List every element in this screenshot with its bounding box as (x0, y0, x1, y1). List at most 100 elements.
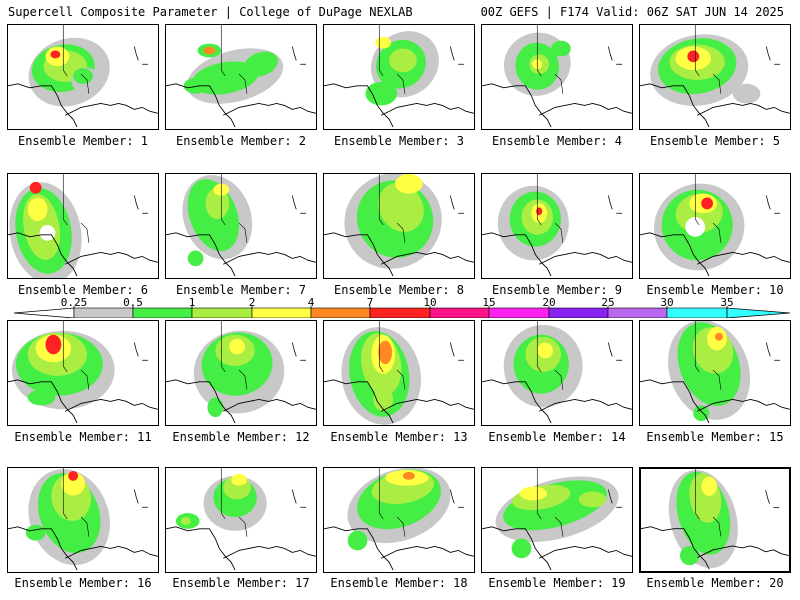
member-map-svg (324, 468, 474, 571)
scp-contour-green (25, 524, 46, 541)
scp-contour-green (183, 77, 208, 94)
lake-outline (607, 342, 623, 361)
scp-contour-gray (732, 83, 761, 104)
colorbar-segment (191, 307, 253, 318)
ensemble-member-map-13[interactable] (323, 320, 475, 426)
scp-contour-yellow (61, 471, 85, 496)
coastline (324, 83, 474, 128)
colorbar-segment (310, 307, 371, 318)
scp-contour-yellow (519, 486, 548, 501)
member-map-svg (324, 321, 474, 425)
ensemble-member-map-6[interactable] (7, 173, 159, 279)
scp-contour-yellow (375, 36, 392, 49)
member-map-svg (8, 321, 158, 424)
ensemble-member-map-5[interactable] (639, 24, 791, 130)
member-map-svg (324, 174, 474, 277)
state-borders (62, 174, 90, 243)
ensemble-member-map-16[interactable] (7, 467, 159, 573)
scp-contour-green (207, 397, 224, 418)
ensemble-member-map-20[interactable] (639, 467, 791, 573)
state-borders (220, 174, 248, 243)
ensemble-member-map-10[interactable] (639, 173, 791, 279)
state-borders (62, 321, 90, 390)
scp-contour-orange (402, 471, 415, 480)
lake-outline (607, 46, 623, 65)
ensemble-member-map-1[interactable] (7, 24, 159, 130)
scp-contour-white (685, 217, 706, 237)
coastline (166, 379, 316, 424)
state-borders (62, 468, 90, 537)
lake-outline (133, 195, 149, 214)
scp-contour-yellow (27, 197, 48, 222)
member-map-svg (482, 174, 632, 277)
ensemble-member-map-4[interactable] (481, 24, 633, 130)
colorbar-label: 4 (307, 296, 315, 309)
member-map-svg (640, 25, 790, 128)
colorbar-segment (666, 307, 728, 318)
lake-outline (133, 489, 149, 508)
ensemble-member-map-3[interactable] (323, 24, 475, 130)
member-map-svg (482, 468, 632, 571)
state-borders (220, 468, 248, 537)
member-label: Ensemble Member: 4 (491, 134, 623, 148)
state-borders (220, 25, 248, 94)
scp-contour-lime (373, 387, 394, 412)
page-title: Supercell Composite Parameter | College … (8, 5, 413, 19)
scp-contour-green (27, 389, 56, 406)
scp-contour-yellow (537, 342, 554, 359)
scp-contour-yellow (229, 338, 245, 355)
ensemble-member-map-7[interactable] (165, 173, 317, 279)
lake-outline (607, 489, 623, 508)
scp-contour-lime (378, 182, 424, 232)
lake-outline (133, 342, 149, 361)
state-borders (378, 468, 406, 537)
coastline (8, 232, 158, 277)
member-label: Ensemble Member: 13 (330, 430, 468, 444)
scp-contour-red (536, 207, 543, 216)
member-map-svg (166, 174, 316, 277)
ensemble-member-map-12[interactable] (165, 320, 317, 426)
ensemble-member-map-8[interactable] (323, 173, 475, 279)
ensemble-member-map-14[interactable] (481, 320, 633, 426)
lake-outline (291, 195, 307, 214)
ensemble-member-map-17[interactable] (165, 467, 317, 573)
lake-outline (291, 342, 307, 361)
ensemble-member-map-11[interactable] (7, 320, 159, 426)
colorbar-label: 2 (248, 296, 256, 309)
member-label: Ensemble Member: 18 (330, 576, 468, 590)
member-map-svg (640, 174, 790, 277)
member-label: Ensemble Member: 2 (175, 134, 307, 148)
state-borders (694, 174, 722, 243)
colorbar-label: 15 (482, 296, 496, 309)
ensemble-member-map-15[interactable] (639, 320, 791, 426)
scp-contour-green (347, 530, 368, 551)
scp-contour-green (365, 81, 398, 106)
lake-outline (291, 46, 307, 65)
ensemble-member-map-18[interactable] (323, 467, 475, 573)
member-map-svg (482, 321, 632, 424)
member-map-svg (8, 468, 158, 571)
scp-contour-white (39, 225, 56, 241)
state-borders (536, 174, 564, 243)
member-map-svg (640, 321, 790, 424)
colorbar-label: 20 (542, 296, 556, 309)
colorbar-label: 35 (720, 296, 734, 309)
member-map-svg (641, 469, 789, 570)
ensemble-member-map-19[interactable] (481, 467, 633, 573)
colorbar-segment (429, 307, 490, 318)
member-map-svg (8, 25, 158, 128)
coastline (482, 232, 632, 277)
colorbar-label: 0.25 (60, 296, 88, 309)
coastline (482, 83, 632, 128)
coastline (324, 232, 474, 277)
lake-outline (765, 195, 781, 214)
scp-contour-red (50, 50, 61, 59)
member-map-svg (166, 468, 316, 571)
member-label: Ensemble Member: 15 (646, 430, 784, 444)
scp-contour-red (701, 197, 714, 210)
ensemble-member-map-9[interactable] (481, 173, 633, 279)
ensemble-member-map-2[interactable] (165, 24, 317, 130)
scp-contour-red (45, 334, 62, 355)
scp-contour-green (693, 405, 710, 422)
state-borders (378, 321, 406, 390)
